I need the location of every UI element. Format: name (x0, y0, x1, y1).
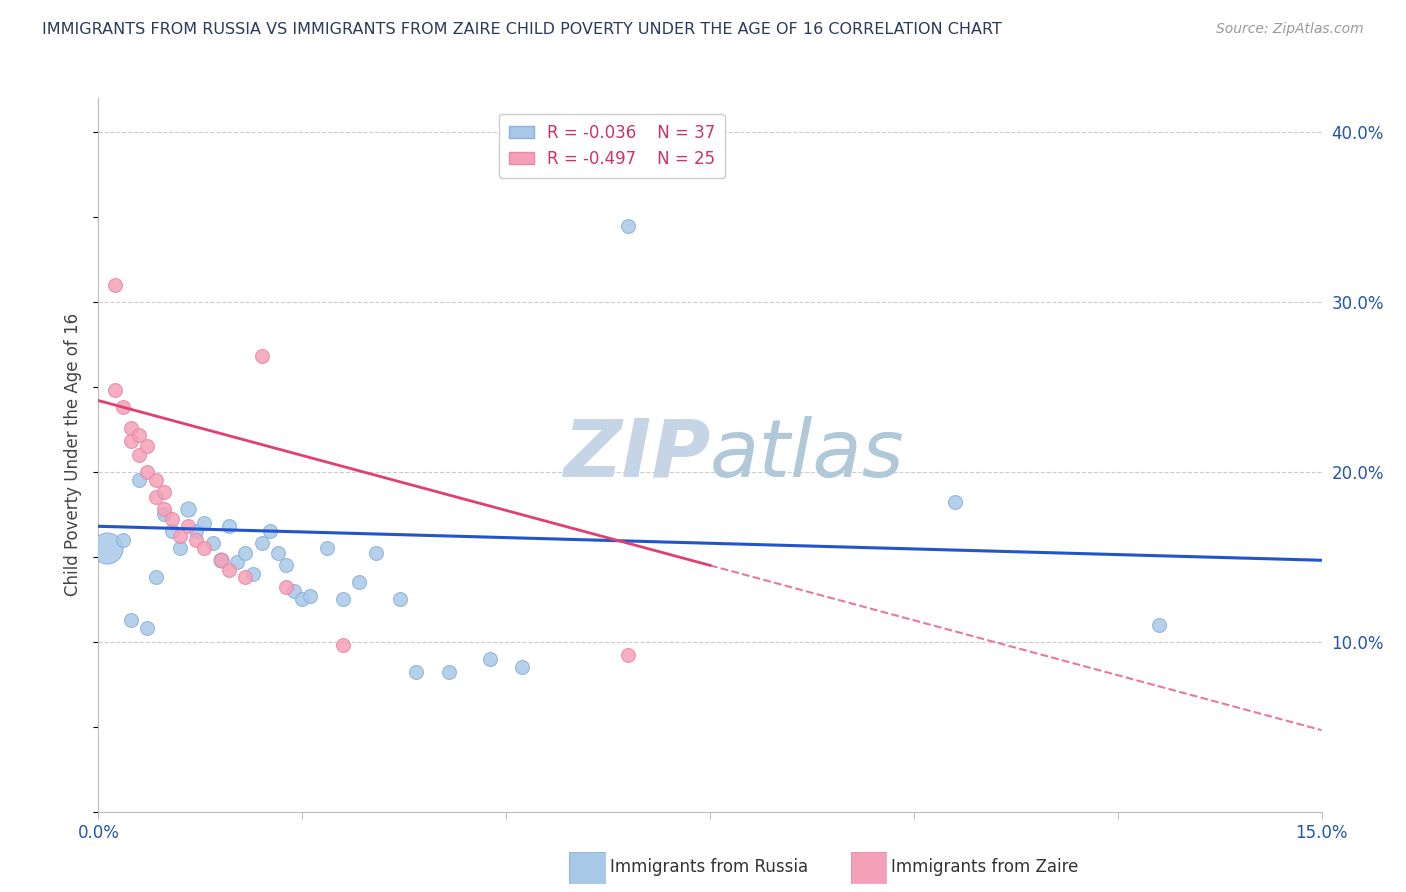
Point (364, 546, 387, 560)
Point (128, 427, 150, 442)
Point (152, 485, 174, 500)
Point (299, 589, 322, 603)
Point (169, 541, 191, 556)
Text: ZIP: ZIP (562, 416, 710, 494)
Point (218, 519, 240, 533)
Point (267, 546, 290, 560)
Point (120, 613, 142, 627)
Point (283, 583, 305, 598)
Point (617, 648, 640, 663)
Point (160, 512, 183, 526)
Point (120, 421, 142, 435)
Point (209, 553, 232, 567)
Y-axis label: Child Poverty Under the Age of 16: Child Poverty Under the Age of 16 (65, 313, 83, 597)
Point (259, 524, 281, 539)
Point (145, 491, 167, 505)
Legend: R = -0.036    N = 37, R = -0.497    N = 25: R = -0.036 N = 37, R = -0.497 N = 25 (499, 113, 725, 178)
Point (201, 536, 224, 550)
Point (332, 592, 354, 607)
Point (169, 529, 191, 543)
Text: atlas: atlas (710, 416, 905, 494)
Point (478, 652, 501, 666)
Point (186, 533, 208, 547)
Point (437, 665, 460, 680)
Point (233, 570, 256, 584)
Point (389, 592, 412, 607)
Point (291, 592, 314, 607)
Point (242, 566, 264, 581)
Text: Source: ZipAtlas.com: Source: ZipAtlas.com (1216, 22, 1364, 37)
Point (160, 524, 183, 539)
Point (152, 502, 174, 516)
Point (226, 555, 249, 569)
Point (111, 401, 134, 415)
Point (349, 575, 371, 590)
Point (104, 384, 127, 398)
Point (136, 465, 159, 479)
Point (218, 564, 240, 578)
Point (1147, 617, 1170, 632)
Point (943, 495, 966, 509)
Point (145, 570, 167, 584)
Point (193, 516, 215, 530)
Point (128, 448, 150, 462)
Text: Immigrants from Russia: Immigrants from Russia (610, 858, 808, 876)
Point (250, 350, 273, 364)
Point (233, 546, 256, 560)
Point (136, 621, 159, 635)
Point (111, 533, 134, 547)
Point (512, 660, 534, 674)
Point (274, 581, 297, 595)
Point (193, 541, 215, 556)
Point (177, 502, 200, 516)
Point (120, 434, 142, 449)
Point (209, 553, 232, 567)
Point (104, 278, 127, 293)
Point (152, 508, 174, 522)
Text: Immigrants from Zaire: Immigrants from Zaire (891, 858, 1078, 876)
Point (128, 474, 150, 488)
Point (96, 541, 118, 556)
Point (405, 665, 427, 680)
Point (186, 524, 208, 539)
Text: IMMIGRANTS FROM RUSSIA VS IMMIGRANTS FROM ZAIRE CHILD POVERTY UNDER THE AGE OF 1: IMMIGRANTS FROM RUSSIA VS IMMIGRANTS FRO… (42, 22, 1002, 37)
Point (136, 439, 159, 453)
Point (250, 536, 273, 550)
Point (177, 519, 200, 533)
Point (274, 558, 297, 573)
Point (315, 541, 337, 556)
Point (332, 638, 354, 652)
Point (145, 474, 167, 488)
Point (617, 219, 640, 233)
